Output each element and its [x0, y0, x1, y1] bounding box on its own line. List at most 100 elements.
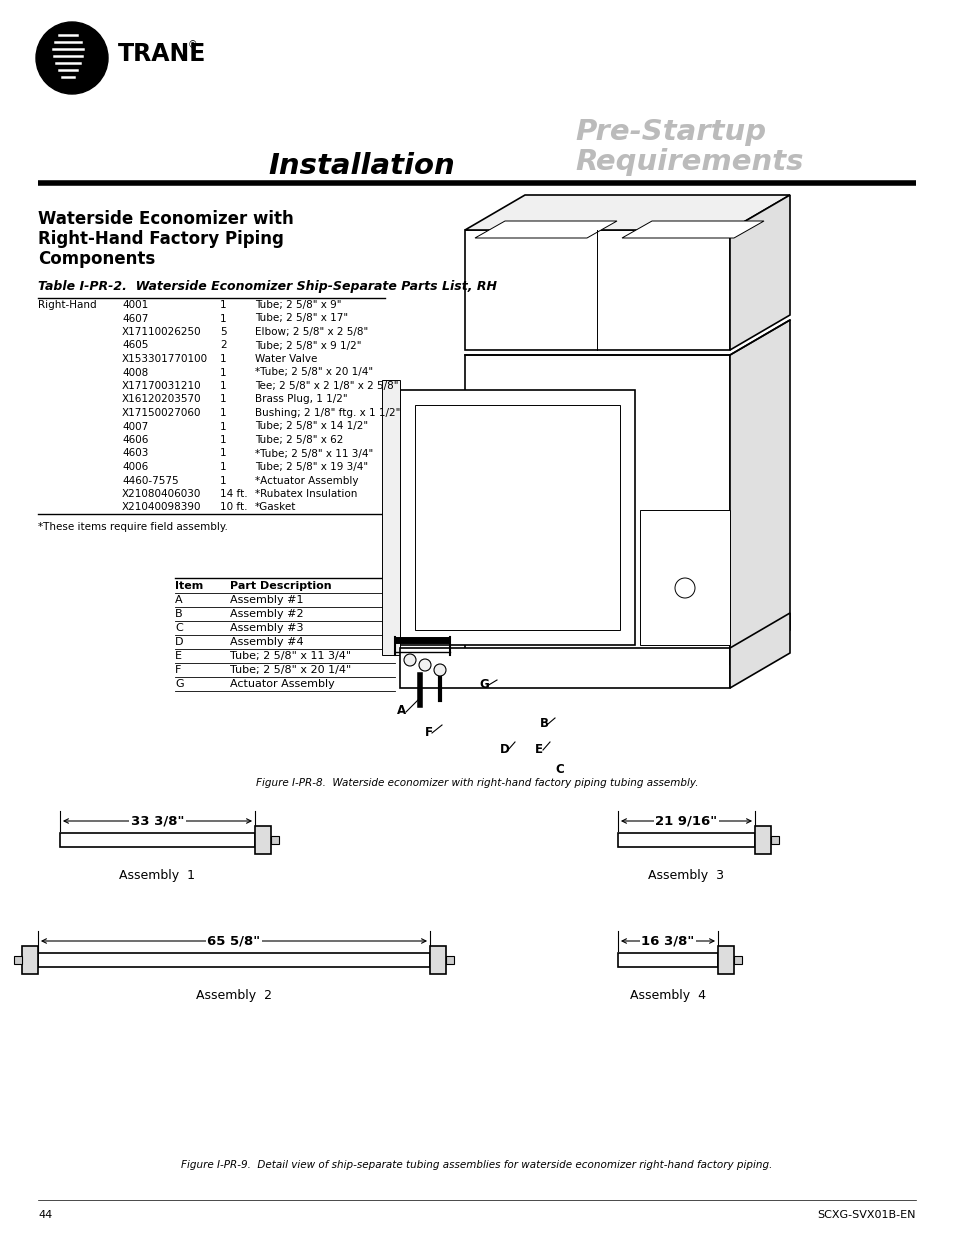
Text: Right-Hand Factory Piping: Right-Hand Factory Piping [38, 230, 284, 248]
Bar [22, 946, 38, 974]
Text: 2: 2 [220, 341, 227, 351]
Text: Figure I-PR-9.  Detail view of ship-separate tubing assemblies for waterside eco: Figure I-PR-9. Detail view of ship-separ… [181, 1160, 772, 1170]
Bar [618, 832, 754, 847]
Text: 1: 1 [220, 408, 227, 417]
Text: D: D [499, 743, 509, 756]
Text: E: E [535, 743, 542, 756]
Text: 1: 1 [220, 421, 227, 431]
Text: A: A [174, 595, 182, 605]
Text: 1: 1 [220, 368, 227, 378]
Text: C: C [174, 622, 183, 634]
Text: X17170031210: X17170031210 [122, 382, 201, 391]
Bar [399, 648, 729, 688]
Text: Components: Components [38, 249, 155, 268]
Text: 4006: 4006 [122, 462, 148, 472]
Text: 4607: 4607 [122, 314, 149, 324]
Bar [60, 832, 254, 847]
Bar [770, 836, 779, 844]
Text: 44: 44 [38, 1210, 52, 1220]
Bar [618, 953, 718, 967]
Text: Pre-Startup: Pre-Startup [575, 119, 765, 146]
Bar [381, 380, 399, 655]
Text: D: D [174, 637, 183, 647]
Bar [464, 230, 729, 350]
Bar [271, 836, 278, 844]
Text: 1: 1 [220, 448, 227, 458]
Ellipse shape [36, 22, 108, 94]
Text: 4603: 4603 [122, 448, 149, 458]
Text: Assembly #4: Assembly #4 [230, 637, 303, 647]
Polygon shape [729, 195, 789, 350]
Text: Right-Hand: Right-Hand [38, 300, 96, 310]
Text: ®: ® [188, 40, 197, 49]
Text: *These items require field assembly.: *These items require field assembly. [38, 522, 228, 532]
Polygon shape [464, 195, 789, 230]
Text: 1: 1 [220, 462, 227, 472]
Text: Tube; 2 5/8" x 9": Tube; 2 5/8" x 9" [254, 300, 341, 310]
Text: Installation: Installation [268, 152, 455, 180]
Bar [399, 390, 635, 645]
Text: *Tube; 2 5/8" x 20 1/4": *Tube; 2 5/8" x 20 1/4" [254, 368, 373, 378]
Text: F: F [174, 664, 181, 676]
Text: Figure I-PR-8.  Waterside economizer with right-hand factory piping tubing assem: Figure I-PR-8. Waterside economizer with… [255, 778, 698, 788]
Text: E: E [174, 651, 182, 661]
Text: 4008: 4008 [122, 368, 148, 378]
Text: Assembly #3: Assembly #3 [230, 622, 303, 634]
Text: Part Description: Part Description [230, 580, 332, 592]
Text: X17150027060: X17150027060 [122, 408, 201, 417]
Text: 10 ft.: 10 ft. [220, 503, 247, 513]
Text: Assembly  3: Assembly 3 [648, 869, 723, 882]
Text: X21040098390: X21040098390 [122, 503, 201, 513]
Bar [639, 510, 729, 645]
Text: *Tube; 2 5/8" x 11 3/4": *Tube; 2 5/8" x 11 3/4" [254, 448, 373, 458]
Polygon shape [729, 320, 789, 664]
Bar [14, 956, 22, 965]
Text: Table I-PR-2.  Waterside Economizer Ship-Separate Parts List, RH: Table I-PR-2. Waterside Economizer Ship-… [38, 280, 497, 293]
Text: 4606: 4606 [122, 435, 149, 445]
Text: 4001: 4001 [122, 300, 148, 310]
Text: Actuator Assembly: Actuator Assembly [230, 679, 335, 689]
Text: Water Valve: Water Valve [254, 354, 317, 364]
Text: 1: 1 [220, 314, 227, 324]
Text: 1: 1 [220, 382, 227, 391]
Text: 1: 1 [220, 435, 227, 445]
Text: Tee; 2 5/8" x 2 1/8" x 2 5/8": Tee; 2 5/8" x 2 1/8" x 2 5/8" [254, 382, 398, 391]
Text: 1: 1 [220, 300, 227, 310]
Text: Bushing; 2 1/8" ftg. x 1 1/2": Bushing; 2 1/8" ftg. x 1 1/2" [254, 408, 400, 417]
Text: Elbow; 2 5/8" x 2 5/8": Elbow; 2 5/8" x 2 5/8" [254, 327, 368, 337]
Bar [446, 956, 454, 965]
Text: F: F [424, 726, 433, 739]
Text: Requirements: Requirements [575, 148, 802, 177]
Circle shape [418, 659, 431, 671]
Circle shape [403, 655, 416, 666]
Circle shape [434, 664, 446, 676]
Text: 33 3/8": 33 3/8" [131, 815, 184, 827]
Text: Assembly  4: Assembly 4 [629, 989, 705, 1002]
Text: 1: 1 [220, 354, 227, 364]
Text: Item: Item [174, 580, 203, 592]
Bar [254, 826, 271, 853]
Text: 4605: 4605 [122, 341, 149, 351]
Text: A: A [396, 704, 406, 718]
Text: Brass Plug, 1 1/2": Brass Plug, 1 1/2" [254, 394, 347, 405]
Text: Tube; 2 5/8" x 11 3/4": Tube; 2 5/8" x 11 3/4" [230, 651, 351, 661]
Circle shape [675, 578, 695, 598]
Text: 5: 5 [220, 327, 227, 337]
Text: *Gasket: *Gasket [254, 503, 296, 513]
Text: 4460-7575: 4460-7575 [122, 475, 178, 485]
Bar [415, 405, 619, 630]
Text: B: B [539, 718, 548, 730]
Text: *Rubatex Insulation: *Rubatex Insulation [254, 489, 357, 499]
Bar [464, 354, 729, 664]
Bar [754, 826, 770, 853]
Text: Tube; 2 5/8" x 62: Tube; 2 5/8" x 62 [254, 435, 343, 445]
Text: 14 ft.: 14 ft. [220, 489, 248, 499]
Text: Tube; 2 5/8" x 19 3/4": Tube; 2 5/8" x 19 3/4" [254, 462, 368, 472]
Polygon shape [475, 221, 617, 238]
Text: Tube; 2 5/8" x 20 1/4": Tube; 2 5/8" x 20 1/4" [230, 664, 351, 676]
Text: 21 9/16": 21 9/16" [655, 815, 717, 827]
Text: 1: 1 [220, 475, 227, 485]
Text: B: B [174, 609, 182, 619]
Text: Tube; 2 5/8" x 14 1/2": Tube; 2 5/8" x 14 1/2" [254, 421, 368, 431]
Text: G: G [478, 678, 488, 692]
